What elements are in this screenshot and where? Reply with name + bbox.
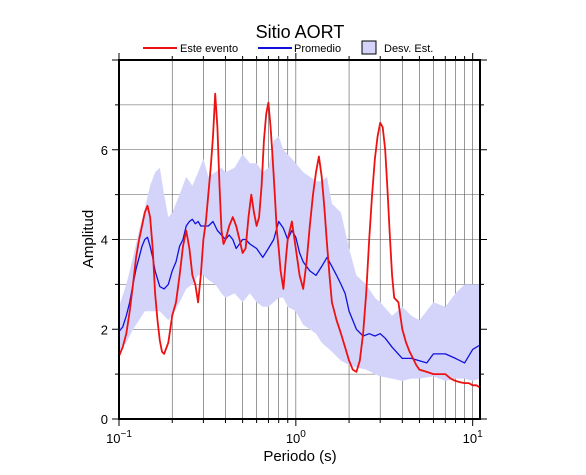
x-tick-label: 10−1: [106, 429, 132, 446]
series-line-este-evento: [118, 92, 481, 389]
y-tick-label: 2: [101, 322, 108, 337]
series-group: [118, 92, 481, 389]
legend-swatch-band: [361, 40, 377, 55]
x-tick-label: 101: [463, 429, 483, 446]
legend-label: Este evento: [180, 43, 238, 55]
chart-title: Sitio AORT: [256, 22, 345, 42]
y-tick-label: 0: [101, 412, 108, 427]
y-tick-label: 4: [101, 233, 108, 248]
legend-label: Desv. Est.: [384, 43, 433, 55]
ticks: 10−1 100 101 0 2 4 6: [101, 53, 487, 446]
x-tick-label: 100: [286, 429, 306, 446]
legend-label: Promedio: [294, 43, 341, 55]
std-dev-band: [119, 136, 480, 381]
y-axis-label: Amplitud: [80, 210, 97, 268]
series-line-promedio: [118, 218, 481, 364]
legend: Este evento Promedio Desv. Est.: [143, 40, 433, 55]
x-axis-label: Periodo (s): [263, 448, 336, 465]
y-tick-label: 6: [101, 143, 108, 158]
